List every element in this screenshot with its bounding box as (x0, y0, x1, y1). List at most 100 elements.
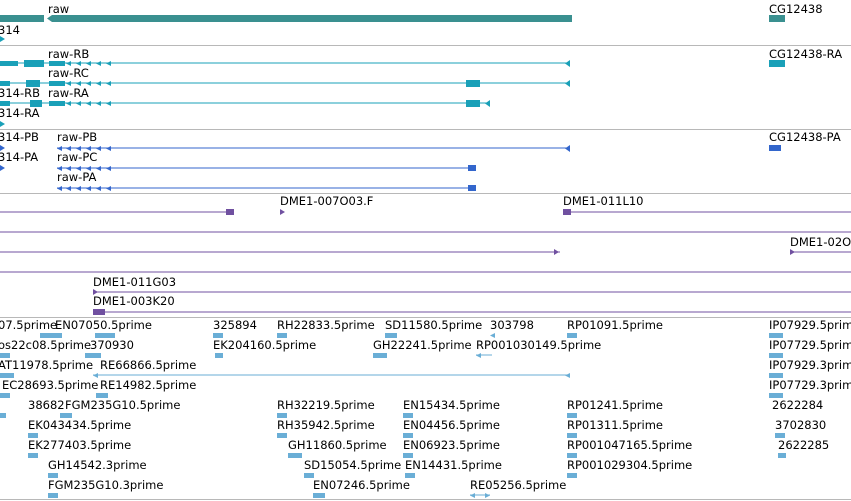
gene-feature[interactable] (52, 15, 572, 22)
mrna-exon[interactable] (106, 101, 111, 106)
est-label[interactable]: AT11978.5prime (0, 358, 94, 372)
est-feature[interactable] (769, 333, 783, 338)
cds-exon[interactable] (468, 165, 476, 171)
est-feature[interactable] (48, 493, 58, 498)
est-feature[interactable] (485, 493, 490, 498)
est-label[interactable]: EN06923.5prime (403, 438, 500, 452)
mrna-exon[interactable] (76, 101, 81, 106)
est-label[interactable]: EC28693.5prime (2, 378, 99, 392)
mrna-exon[interactable] (565, 80, 570, 87)
clone-label-003k20[interactable]: DME1-003K20 (93, 294, 175, 308)
est-feature[interactable] (403, 453, 413, 458)
cds-exon[interactable] (86, 146, 91, 151)
cds-label-raw-pc[interactable]: raw-PC (57, 150, 98, 164)
est-feature[interactable] (96, 393, 108, 398)
cds-label-314-pa[interactable]: 314-PA (0, 150, 39, 164)
est-feature[interactable] (778, 453, 786, 458)
clone-label-011g03[interactable]: DME1-011G03 (93, 275, 177, 289)
est-label[interactable]: SD11580.5prime (385, 318, 483, 332)
mrna-exon[interactable] (86, 81, 91, 86)
est-label[interactable]: GH11860.5prime (288, 438, 387, 452)
mrna-exon[interactable] (106, 81, 111, 86)
clone-label-02o[interactable]: DME1-02O (790, 235, 851, 249)
cds-label-314-pb[interactable]: 314-PB (0, 130, 39, 144)
mrna-label-314-ra[interactable]: 314-RA (0, 106, 40, 120)
mrna-label-raw-ra[interactable]: raw-RA (48, 86, 89, 100)
est-label[interactable]: IP07929.5prime (769, 318, 851, 332)
est-label[interactable]: EK204160.5prime (213, 338, 317, 352)
mrna-exon[interactable] (466, 80, 480, 87)
est-feature[interactable] (405, 473, 415, 478)
est-label[interactable]: EN04456.5prime (403, 418, 500, 432)
est-feature[interactable] (313, 493, 325, 498)
est-feature[interactable] (0, 373, 14, 378)
cds-exon[interactable] (565, 145, 570, 152)
est-label[interactable]: RE05256.5prime (470, 478, 567, 492)
mrna-exon[interactable] (96, 61, 101, 66)
est-feature[interactable] (215, 353, 223, 358)
clone-end[interactable] (93, 309, 105, 315)
est-feature[interactable] (567, 413, 577, 418)
cds-exon[interactable] (66, 186, 71, 191)
est-feature[interactable] (385, 333, 397, 338)
cds-exon[interactable] (106, 166, 111, 171)
est-feature[interactable] (213, 333, 223, 338)
mrna-exon[interactable] (66, 101, 71, 106)
mrna-label-raw-rb[interactable]: raw-RB (48, 47, 90, 61)
est-label[interactable]: 325894 (213, 318, 257, 332)
est-label[interactable]: RE66866.5prime (100, 358, 197, 372)
mrna-exon[interactable] (26, 80, 40, 87)
cds-exon[interactable] (57, 186, 62, 191)
est-label[interactable]: os22c08.5prime (0, 338, 92, 352)
gene-label-314[interactable]: 314 (0, 23, 20, 37)
est-feature[interactable] (476, 353, 481, 358)
cds-exon[interactable] (0, 145, 5, 151)
est-feature[interactable] (48, 473, 58, 478)
est-feature[interactable] (28, 453, 38, 458)
est-feature[interactable] (85, 353, 101, 358)
cds-exon[interactable] (66, 166, 71, 171)
est-label[interactable]: RP001047165.5prime (567, 438, 693, 452)
est-label[interactable]: FGM235G10.5prime (65, 398, 181, 412)
est-feature[interactable] (60, 413, 72, 418)
est-label[interactable]: EN15434.5prime (403, 398, 500, 412)
est-feature[interactable] (567, 453, 577, 458)
cds-exon[interactable] (96, 186, 101, 191)
est-label[interactable]: RH32219.5prime (277, 398, 375, 412)
est-feature[interactable] (0, 393, 10, 398)
est-label[interactable]: RP01091.5prime (567, 318, 663, 332)
mrna-exon[interactable] (86, 101, 91, 106)
clone-end[interactable] (563, 209, 571, 215)
est-label[interactable]: 07.5prime (0, 318, 58, 332)
est-feature[interactable] (775, 433, 785, 438)
est-label[interactable]: EK277403.5prime (28, 438, 132, 452)
gene-feature[interactable] (0, 15, 44, 22)
est-feature[interactable] (277, 413, 287, 418)
mrna-exon[interactable] (86, 61, 91, 66)
mrna-exon[interactable] (0, 121, 5, 127)
est-feature[interactable] (373, 353, 387, 358)
mrna-exon[interactable] (76, 61, 81, 66)
est-label[interactable]: EN07050.5prime (55, 318, 152, 332)
est-feature[interactable] (0, 353, 10, 358)
clone-end[interactable] (93, 289, 98, 295)
est-feature[interactable] (565, 373, 570, 378)
est-feature[interactable] (28, 433, 38, 438)
mrna-exon[interactable] (49, 101, 65, 106)
mrna-exon[interactable] (769, 60, 785, 67)
cds-label-cg12438-pa[interactable]: CG12438-PA (769, 130, 841, 144)
est-feature[interactable] (95, 333, 115, 338)
mrna-exon[interactable] (24, 60, 44, 67)
clone-end[interactable] (280, 209, 285, 215)
mrna-exon[interactable] (96, 101, 101, 106)
est-feature[interactable] (0, 413, 6, 418)
est-label[interactable]: IP07729.5prime (769, 338, 851, 352)
gene-feature[interactable] (47, 15, 52, 22)
cds-exon[interactable] (57, 166, 62, 171)
cds-exon[interactable] (76, 166, 81, 171)
mrna-exon[interactable] (66, 81, 71, 86)
est-feature[interactable] (288, 453, 302, 458)
est-feature[interactable] (304, 473, 314, 478)
est-feature[interactable] (567, 473, 577, 478)
est-feature[interactable] (277, 433, 287, 438)
